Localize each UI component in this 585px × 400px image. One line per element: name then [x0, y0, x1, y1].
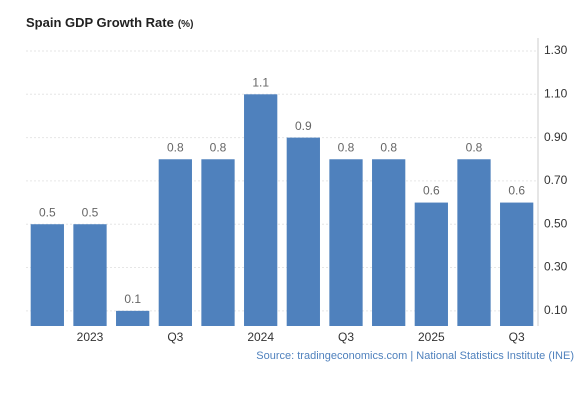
title-unit: (%) [178, 19, 194, 30]
chart-title: Spain GDP Growth Rate (%) [26, 15, 193, 30]
bar [73, 224, 107, 326]
data-label: 0.5 [82, 205, 99, 219]
bar [372, 159, 406, 326]
data-label: 0.8 [380, 140, 397, 154]
bar [244, 94, 278, 326]
x-tick-label: Q3 [167, 330, 183, 344]
data-label: 0.1 [124, 292, 141, 306]
bar [286, 137, 320, 326]
data-label: 0.9 [295, 119, 312, 133]
data-label: 0.8 [210, 140, 227, 154]
bar [500, 202, 534, 326]
bar [457, 159, 491, 326]
x-tick-label: 2023 [77, 330, 104, 344]
x-tick-label: Q3 [509, 330, 525, 344]
y-tick-label: 0.70 [544, 173, 568, 187]
x-tick-label: 2025 [418, 330, 445, 344]
bar [116, 310, 150, 326]
data-label: 1.1 [252, 75, 269, 89]
x-tick-label: 2024 [247, 330, 274, 344]
bar [158, 159, 192, 326]
y-tick-label: 1.10 [544, 86, 568, 100]
data-label: 0.6 [508, 184, 525, 198]
bar [329, 159, 363, 326]
x-tick-label: Q3 [338, 330, 354, 344]
data-label: 0.8 [338, 140, 355, 154]
data-label: 0.5 [39, 205, 56, 219]
data-label: 0.6 [423, 184, 440, 198]
bar [30, 224, 64, 326]
y-tick-label: 0.50 [544, 216, 568, 230]
data-label: 0.8 [167, 140, 184, 154]
y-tick-label: 0.30 [544, 260, 568, 274]
y-tick-label: 1.30 [544, 43, 568, 57]
title-text: Spain GDP Growth Rate [26, 15, 174, 30]
bar [414, 202, 448, 326]
bar [201, 159, 235, 326]
data-label: 0.8 [466, 140, 483, 154]
source-note: Source: tradingeconomics.com | National … [256, 350, 574, 362]
y-tick-label: 0.90 [544, 130, 568, 144]
y-tick-label: 0.10 [544, 303, 568, 317]
